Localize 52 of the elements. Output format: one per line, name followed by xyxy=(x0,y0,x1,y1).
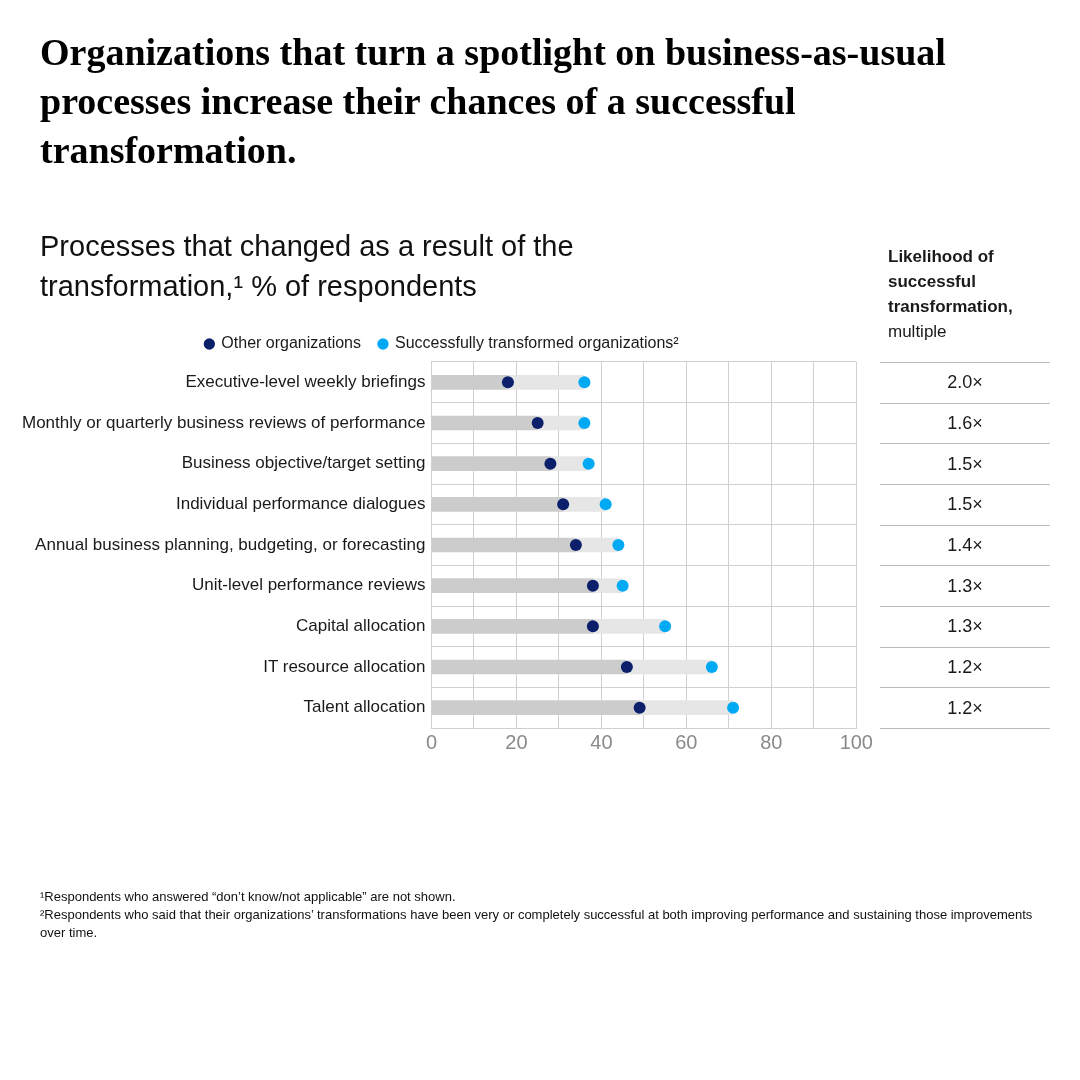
point xyxy=(612,539,625,551)
x-tick-label: 20 xyxy=(505,730,528,753)
chart-title: Organizations that turn a spotlight on business-as-usual processes increase their chances of a successful transformation. xyxy=(40,30,947,173)
point xyxy=(582,457,595,470)
y-tick-label: Capital allocation xyxy=(295,616,426,636)
point xyxy=(578,417,591,429)
point xyxy=(557,498,570,511)
bar xyxy=(592,619,666,634)
chart-subtitle: Processes that changed as a result of the transformation,¹ % of respondents xyxy=(40,229,575,304)
legend-label: Other organizations xyxy=(221,334,361,352)
text: multiple xyxy=(888,321,948,343)
x-tick-label: 0 xyxy=(425,730,438,753)
data-label: 1.3× xyxy=(880,566,1050,607)
data-label: 1.6× xyxy=(880,403,1050,445)
y-tick-label: Unit-level performance reviews xyxy=(192,575,426,595)
point xyxy=(544,457,557,470)
x-tick-label: 60 xyxy=(675,730,698,753)
point xyxy=(569,539,582,551)
point xyxy=(501,376,514,389)
point xyxy=(586,620,599,633)
y-tick-label: IT resource allocation xyxy=(263,656,426,676)
text: ¹Respondents who answered “don’t know/not applicable” are not shown. xyxy=(40,888,457,906)
y-tick-label: Business objective/target setting xyxy=(181,453,426,473)
point xyxy=(531,417,544,429)
data-label: 1.5× xyxy=(880,484,1050,526)
x-tick-label: 100 xyxy=(839,730,873,753)
data-label: 1.4× xyxy=(880,525,1050,567)
point xyxy=(633,701,646,714)
point xyxy=(705,661,718,673)
bar xyxy=(639,700,734,715)
y-tick-label: Executive-level weekly briefings xyxy=(185,372,426,392)
bar xyxy=(507,375,585,390)
point xyxy=(599,498,612,511)
point xyxy=(620,661,633,673)
point xyxy=(578,376,591,389)
y-tick-label: Talent allocation xyxy=(303,697,426,717)
point xyxy=(586,579,599,592)
x-tick-label: 40 xyxy=(590,730,613,753)
point xyxy=(616,579,629,592)
point xyxy=(659,620,672,633)
data-label: 1.5× xyxy=(880,444,1050,485)
legend-label: Successfully transformed organizations² xyxy=(394,334,680,352)
point xyxy=(727,701,740,714)
x-tick-label: 80 xyxy=(760,730,783,753)
data-label: 1.2× xyxy=(880,688,1050,729)
text: ²Respondents who said that their organizations’ transformations have been very or completely successful at both improving performance and sustaining those improvements over time. xyxy=(40,906,1034,942)
data-label: 1.3× xyxy=(880,606,1050,648)
data-label: 2.0× xyxy=(880,363,1050,404)
y-tick-label: Individual performance dialogues xyxy=(175,494,426,514)
data-label: 1.2× xyxy=(880,647,1050,689)
y-tick-label: Annual business planning, budgeting, or forecasting xyxy=(35,534,426,554)
y-tick-label: Monthly or quarterly business reviews of performance xyxy=(22,412,426,432)
